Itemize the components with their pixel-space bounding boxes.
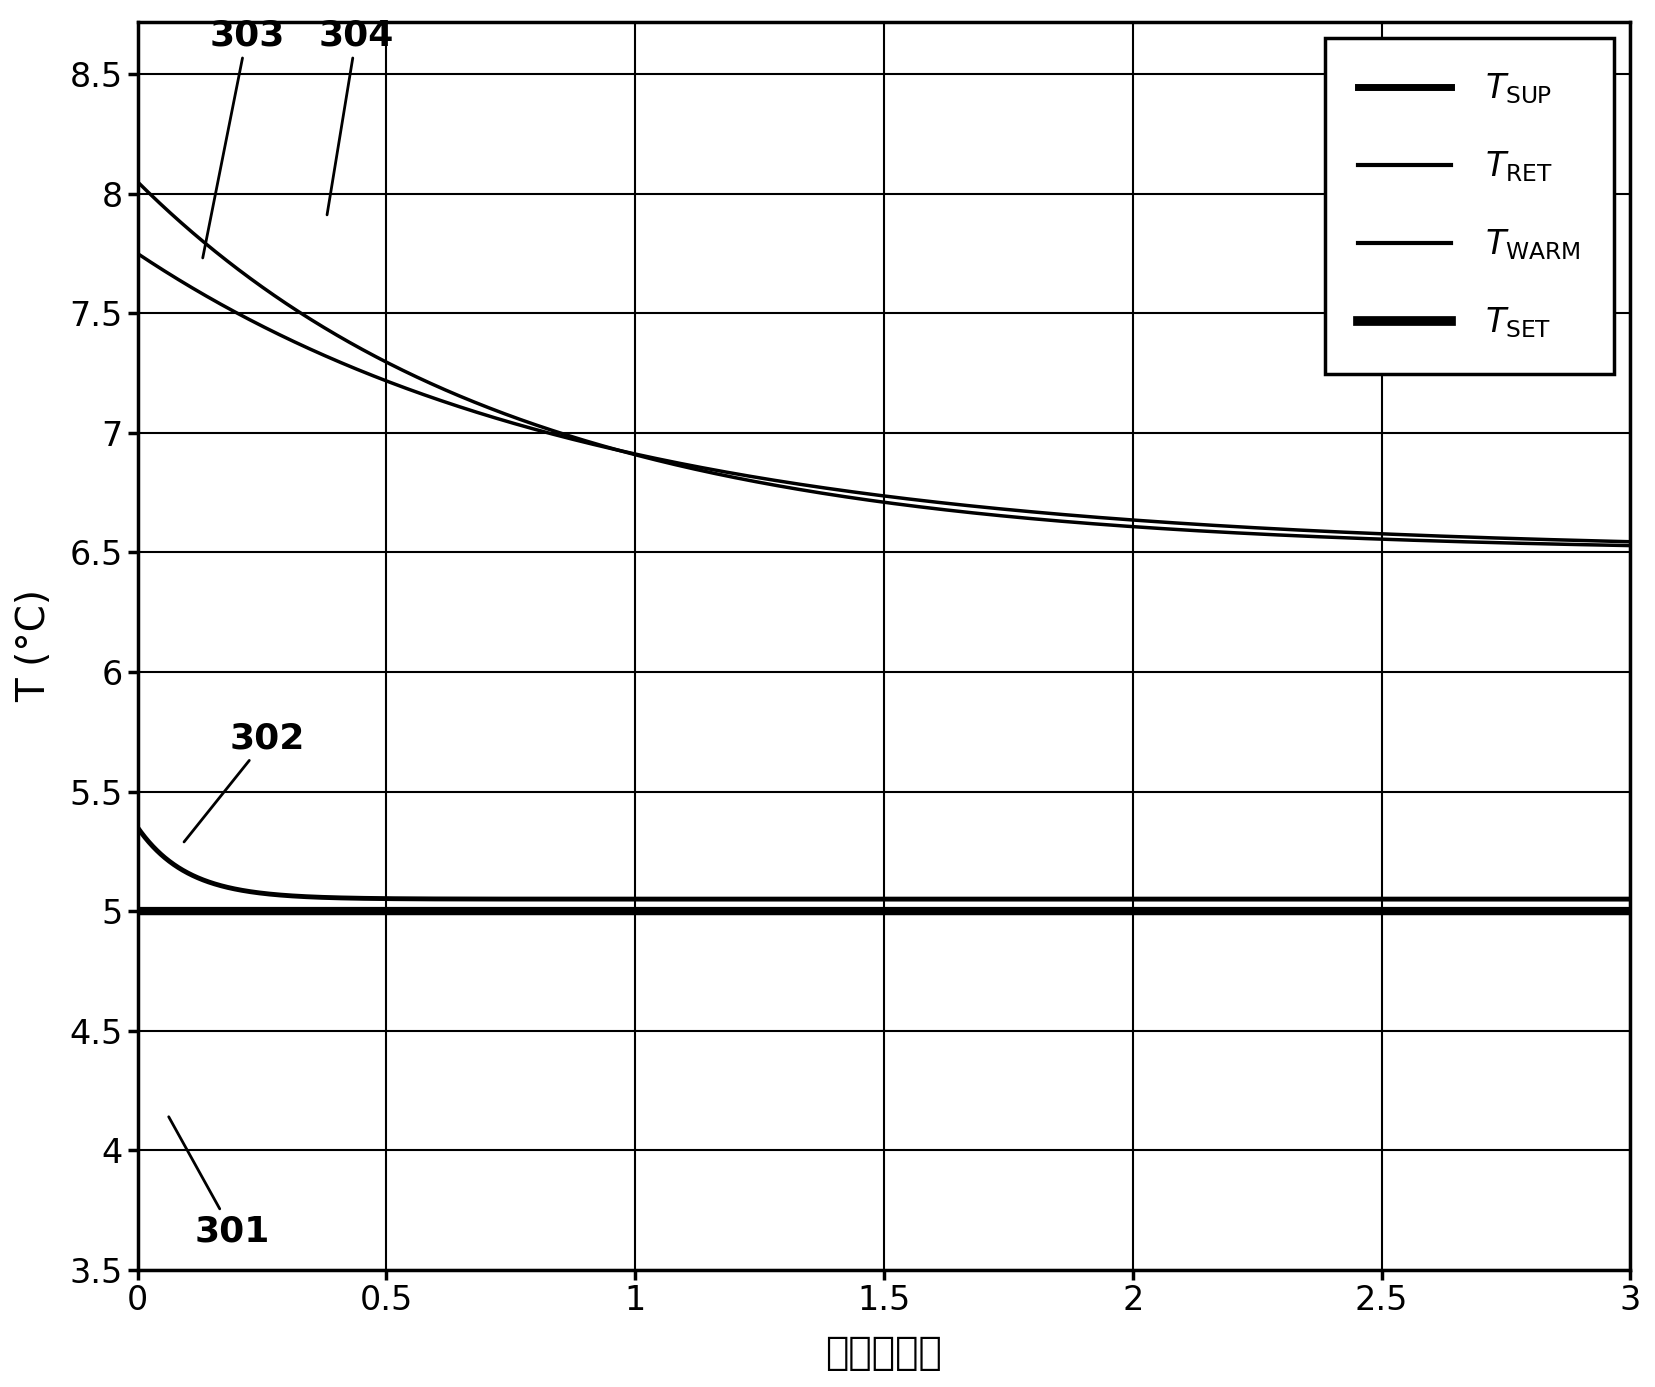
Legend: $T_{\mathsf{SUP}}$, $T_{\mathsf{RET}}$, $T_{\mathsf{WARM}}$, $T_{\mathsf{SET}}$: $T_{\mathsf{SUP}}$, $T_{\mathsf{RET}}$, … bbox=[1324, 39, 1612, 373]
X-axis label: 时间（天）: 时间（天） bbox=[824, 1334, 942, 1372]
Text: 302: 302 bbox=[184, 721, 305, 842]
Text: 301: 301 bbox=[169, 1117, 270, 1248]
Y-axis label: T (°C): T (°C) bbox=[15, 589, 53, 702]
Text: 304: 304 bbox=[318, 18, 394, 215]
Text: 303: 303 bbox=[202, 18, 285, 258]
